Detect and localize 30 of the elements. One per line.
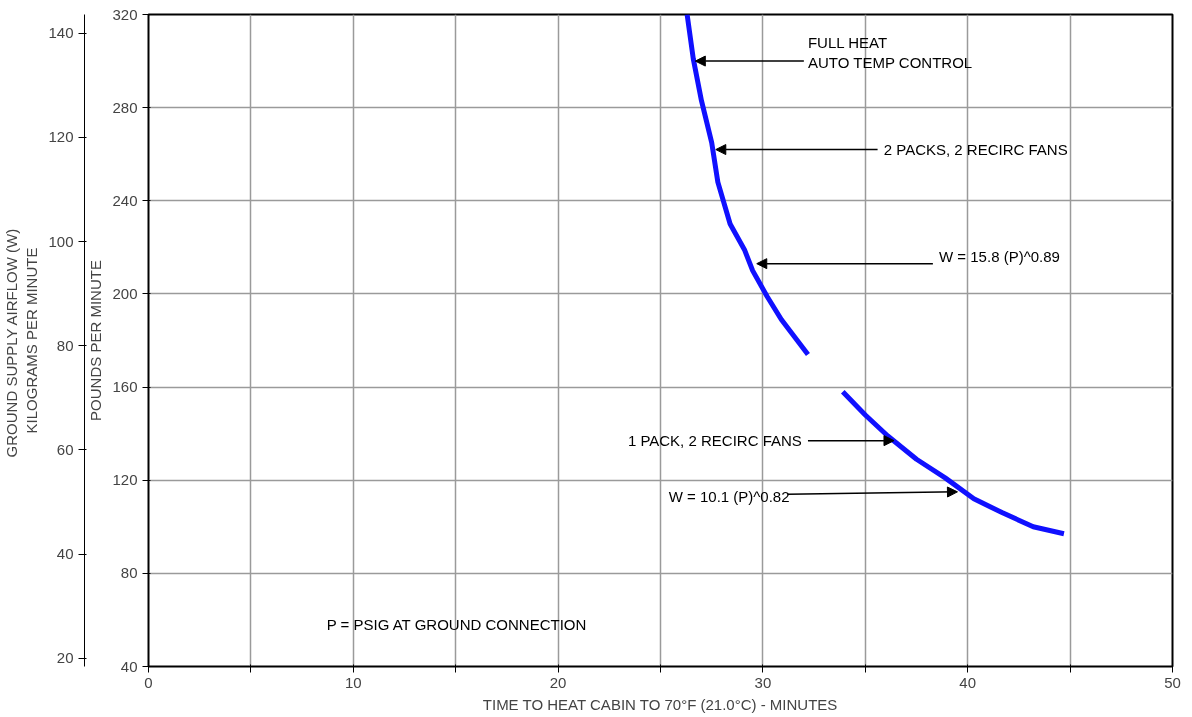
annotation: W = 10.1 (P)^0.82	[668, 488, 790, 506]
y-tick-label: 320	[112, 5, 138, 23]
annotation: 1 PACK, 2 RECIRC FANS	[627, 432, 802, 450]
annotation: W = 15.8 (P)^0.89	[939, 248, 1060, 266]
y2-tick-label: 120	[48, 128, 74, 146]
y2-tick-label: 60	[56, 440, 74, 458]
y-tick-label: 40	[120, 657, 138, 675]
y-tick-label: 120	[112, 471, 138, 489]
y2-tick-label: 140	[48, 24, 74, 42]
x-tick-label: 0	[144, 673, 153, 691]
y-tick-label: 240	[112, 191, 138, 209]
x-axis-title: TIME TO HEAT CABIN TO 70°F (21.0°C) - MINUTES	[482, 695, 838, 713]
y-tick-label: 200	[112, 284, 138, 302]
y2-tick-label: 80	[56, 336, 74, 354]
y-tick-label: 80	[120, 564, 138, 582]
x-tick-label: 20	[549, 673, 567, 691]
y-axis-title: POUNDS PER MINUTE	[87, 260, 105, 421]
x-tick-label: 50	[1164, 673, 1181, 691]
annotation: FULL HEAT AUTO TEMP CONTROL	[807, 33, 973, 71]
x-tick-label: 40	[959, 673, 977, 691]
x-tick-label: 30	[754, 673, 772, 691]
y-tick-label: 280	[112, 98, 138, 116]
y2-axis-title: GROUND SUPPLY AIRFLOW (W) KILOGRAMS PER MINUTE	[3, 228, 41, 458]
y2-tick-label: 100	[48, 232, 74, 250]
annotation: P = PSIG AT GROUND CONNECTION	[326, 616, 587, 634]
annotation: 2 PACKS, 2 RECIRC FANS	[883, 141, 1068, 159]
y2-tick-label: 40	[56, 545, 74, 563]
y-tick-label: 160	[112, 378, 138, 396]
y2-tick-label: 20	[56, 649, 74, 667]
x-tick-label: 10	[344, 673, 362, 691]
